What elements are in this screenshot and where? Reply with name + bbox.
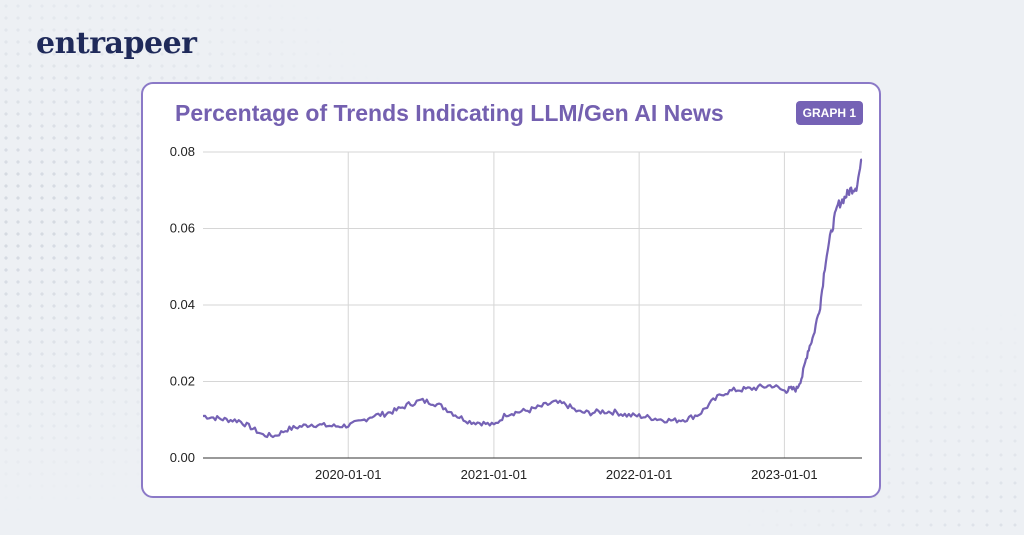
y-tick-label: 0.08	[170, 144, 195, 159]
line-chart: 0.00 0.02 0.04 0.06 0.08 2020-01-01 2021-01-0…	[170, 144, 863, 482]
chart-card: Percentage of Trends Indicating LLM/Gen …	[141, 82, 881, 498]
grid-lines	[203, 151, 862, 459]
y-tick-label: 0.00	[170, 450, 195, 465]
graph-badge: GRAPH 1	[795, 101, 863, 125]
y-axis-ticks: 0.00 0.02 0.04 0.06 0.08	[170, 144, 195, 465]
x-tick-label: 2023-01-01	[751, 467, 818, 482]
chart-title: Percentage of Trends Indicating LLM/Gen …	[175, 100, 724, 126]
y-tick-label: 0.02	[170, 374, 195, 389]
y-tick-label: 0.04	[170, 297, 195, 312]
x-axis-ticks: 2020-01-01 2021-01-01 2022-01-01 2023-01-01	[315, 467, 818, 482]
x-tick-label: 2020-01-01	[315, 467, 382, 482]
x-tick-label: 2022-01-01	[606, 467, 673, 482]
brand-logo: entrapeer	[36, 26, 197, 61]
x-tick-label: 2021-01-01	[461, 467, 528, 482]
y-tick-label: 0.06	[170, 221, 195, 236]
series-line	[202, 158, 863, 439]
